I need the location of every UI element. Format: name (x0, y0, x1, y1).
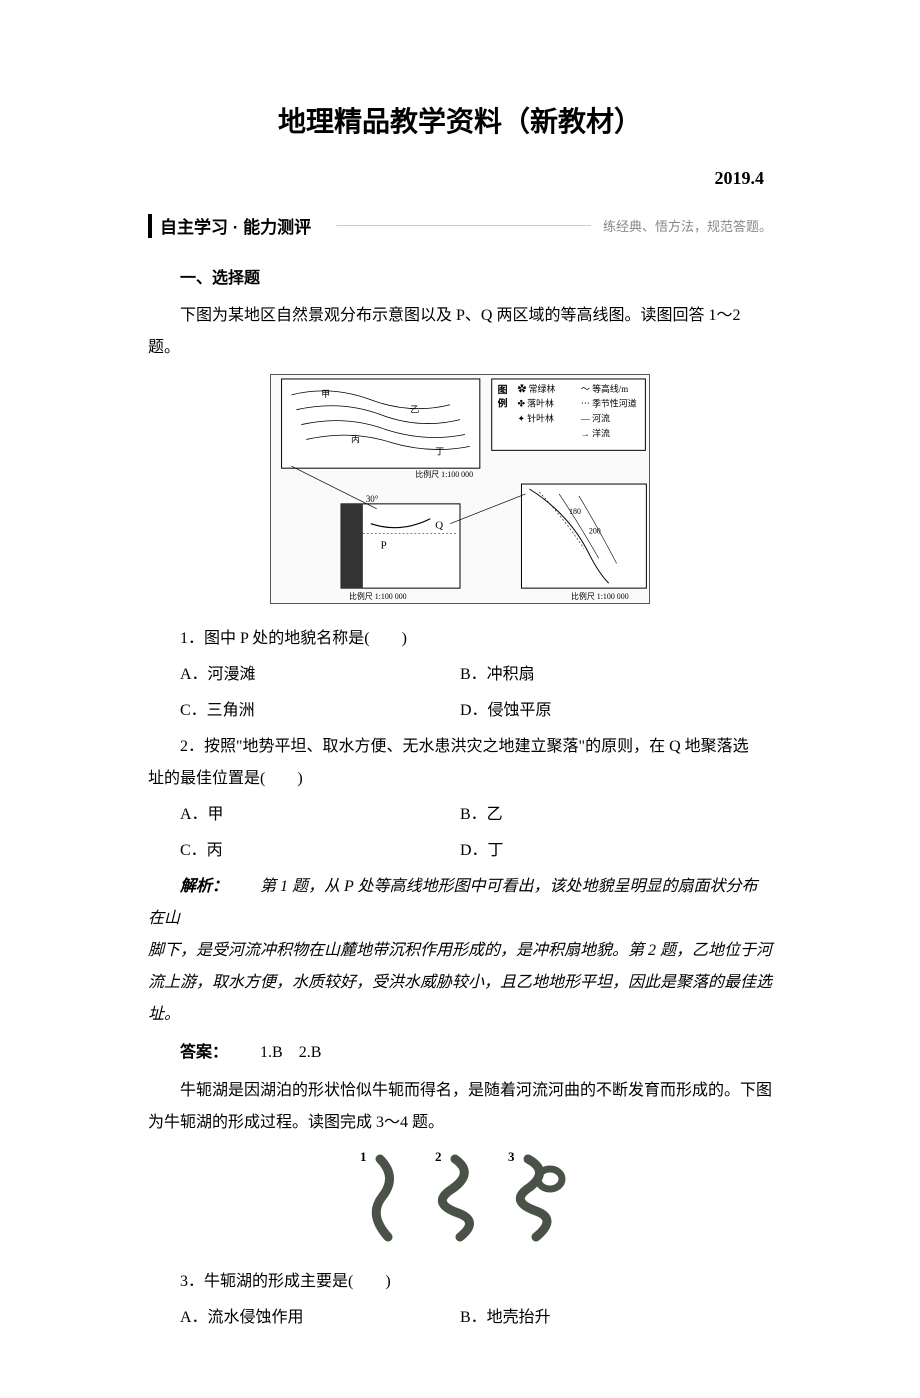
q2-options-cd: C．丙 D．丁 (148, 835, 772, 867)
section-header: 自主学习 · 能力测评 练经典、悟方法，规范答题。 (148, 213, 772, 238)
analysis-text-l1: 第 1 题，从 P 处等高线地形图中可看出，该处地貌呈明显的扇面状分布在山 (148, 878, 758, 927)
svg-text:⋯ 季节性河道: ⋯ 季节性河道 (581, 398, 637, 409)
svg-text:丁: 丁 (435, 446, 444, 456)
svg-text:比例尺 1:100 000: 比例尺 1:100 000 (349, 591, 407, 601)
q1-option-d: D．侵蚀平原 (460, 695, 772, 727)
q1-option-a: A．河漫滩 (148, 659, 460, 691)
figure-1-map: 甲 乙 丙 丁 比例尺 1:100 000 图 例 ✿ 常绿林 ～ 等高线/m … (270, 374, 650, 604)
svg-text:乙: 乙 (410, 405, 419, 415)
date-label: 2019.4 (148, 168, 772, 189)
svg-text:丙: 丙 (351, 434, 360, 444)
svg-text:180: 180 (569, 507, 581, 516)
svg-text:30°: 30° (366, 494, 379, 504)
svg-text:→ 洋流: → 洋流 (581, 427, 610, 438)
svg-text:✤ 落叶林: ✤ 落叶林 (517, 398, 554, 409)
q1-option-b: B．冲积扇 (460, 659, 772, 691)
q1-options-cd: C．三角洲 D．侵蚀平原 (148, 695, 772, 727)
svg-text:比例尺 1:100 000: 比例尺 1:100 000 (571, 591, 629, 601)
svg-text:✦ 针叶林: ✦ 针叶林 (517, 413, 554, 424)
intro-q3-4-l1: 牛轭湖是因湖泊的形状恰似牛轭而得名，是随着河流河曲的不断发育而形成的。下图 (148, 1075, 772, 1107)
intro-q1-2: 下图为某地区自然景观分布示意图以及 P、Q 两区域的等高线图。读图回答 1～2 … (148, 300, 772, 364)
analysis-text-l2: 脚下，是受河流冲积物在山麓地带沉积作用形成的，是冲积扇地貌。第 2 题，乙地位于… (148, 935, 772, 967)
q2-option-c: C．丙 (148, 835, 460, 867)
q2-option-d: D．丁 (460, 835, 772, 867)
q1-option-c: C．三角洲 (148, 695, 460, 727)
oxbow-label-3: 3 (508, 1149, 515, 1164)
section-note: 练经典、悟方法，规范答题。 (603, 216, 772, 235)
q2-options-ab: A．甲 B．乙 (148, 799, 772, 831)
analysis-text-l3: 流上游，取水方便，水质较好，受洪水威胁较小，且乙地地形平坦，因此是聚落的最佳选 (148, 967, 772, 999)
svg-text:图: 图 (498, 384, 508, 396)
svg-text:甲: 甲 (321, 389, 330, 399)
oxbow-diagram: 1 2 3 (340, 1147, 580, 1247)
q3-options-ab: A．流水侵蚀作用 B．地壳抬升 (148, 1302, 772, 1334)
svg-text:P: P (381, 539, 387, 551)
intro-q3-4-l2: 为牛轭湖的形成过程。读图完成 3～4 题。 (148, 1107, 772, 1139)
figure-1-container: 甲 乙 丙 丁 比例尺 1:100 000 图 例 ✿ 常绿林 ～ 等高线/m … (148, 374, 772, 609)
q3-stem: 3．牛轭湖的形成主要是( ) (148, 1266, 772, 1298)
choice-heading: 一、选择题 (148, 264, 772, 288)
q1-stem: 1．图中 P 处的地貌名称是( ) (148, 623, 772, 655)
svg-text:例: 例 (498, 397, 508, 410)
svg-text:～ 等高线/m: ～ 等高线/m (581, 383, 628, 394)
svg-text:Q: Q (435, 520, 443, 532)
q2-stem-l2: 址的最佳位置是( ) (148, 763, 772, 795)
svg-text:✿ 常绿林: ✿ 常绿林 (517, 383, 555, 394)
q3-option-b: B．地壳抬升 (460, 1302, 772, 1334)
vertical-bar-icon (148, 214, 152, 238)
svg-text:200: 200 (589, 527, 601, 536)
oxbow-label-1: 1 (360, 1149, 367, 1164)
analysis-text-l4: 址。 (148, 999, 772, 1031)
section-header-left: 自主学习 · 能力测评 (148, 213, 323, 238)
svg-text:比例尺 1:100 000: 比例尺 1:100 000 (415, 469, 473, 479)
svg-text:— 河流: — 河流 (580, 413, 610, 424)
q2-option-a: A．甲 (148, 799, 460, 831)
answer-label: 答案： (180, 1044, 228, 1061)
q3-option-a: A．流水侵蚀作用 (148, 1302, 460, 1334)
q2-stem-l1: 2．按照"地势平坦、取水方便、无水患洪灾之地建立聚落"的原则，在 Q 地聚落选 (148, 731, 772, 763)
answer-1: 答案： 1.B 2.B (148, 1037, 772, 1069)
q2-option-b: B．乙 (460, 799, 772, 831)
main-title: 地理精品教学资料（新教材） (148, 100, 772, 140)
section-label: 自主学习 · 能力测评 (160, 213, 323, 238)
analysis-1: 解析：第 1 题，从 P 处等高线地形图中可看出，该处地貌呈明显的扇面状分布在山 (148, 871, 772, 935)
analysis-label: 解析： (180, 878, 228, 895)
section-divider (335, 225, 591, 226)
answer-text: 1.B 2.B (260, 1044, 321, 1061)
q1-options-ab: A．河漫滩 B．冲积扇 (148, 659, 772, 691)
oxbow-figure: 1 2 3 (148, 1147, 772, 1252)
oxbow-label-2: 2 (435, 1149, 442, 1164)
